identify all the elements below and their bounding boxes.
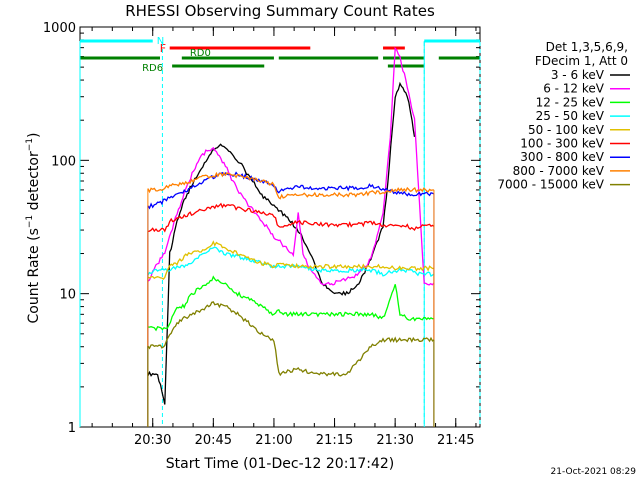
y-axis-label-mid: detector (26, 151, 42, 215)
legend-header-line-1: Det 1,3,5,6,9, (546, 40, 628, 54)
series-line (147, 275, 434, 332)
series-line (147, 81, 416, 405)
legend-label: 12 - 25 keV (536, 95, 605, 109)
legend-label: 6 - 12 keV (543, 82, 605, 96)
y-axis-label-sup-2: −1 (25, 138, 35, 151)
y-tick-label: 1 (68, 421, 76, 436)
y-tick-label: 10 (59, 288, 76, 303)
legend-header-line-2: FDecim 1, Att 0 (535, 54, 628, 68)
x-axis-label: Start Time (01-Dec-12 20:17:42) (166, 456, 394, 472)
series-line (147, 246, 435, 277)
legend-label: 300 - 800 keV (520, 150, 604, 164)
x-axis-ticks: 20:30 20:45 21:00 21:15 21:30 21:45 (91, 27, 477, 448)
flag-label: RD6 (142, 63, 163, 74)
chart-title: RHESSI Observing Summary Count Rates (125, 2, 435, 20)
x-tick-label: 21:45 (437, 433, 474, 448)
night-boundary-lines (79, 41, 481, 427)
timestamp: 21-Oct-2021 08:29 (551, 467, 637, 477)
series-line (147, 46, 435, 286)
legend-label: 800 - 7000 keV (513, 164, 605, 178)
x-tick-label: 21:00 (255, 433, 292, 448)
series-layer (147, 46, 435, 427)
x-tick-label: 20:45 (195, 433, 232, 448)
legend-label: 25 - 50 keV (536, 109, 605, 123)
legend: Det 1,3,5,6,9, FDecim 1, Att 0 3 - 6 keV… (497, 40, 630, 192)
flag-label: RD0 (190, 48, 211, 59)
y-tick-label: 1000 (43, 21, 76, 36)
x-tick-label: 21:30 (376, 433, 413, 448)
flag-bars: F RD0 RD6 N (80, 36, 480, 74)
series-line (147, 301, 435, 377)
flag-label: F (160, 42, 166, 55)
flag-label: N (157, 36, 164, 47)
series-line (147, 240, 434, 280)
y-axis-ticks: 1 10 100 1000 (43, 21, 480, 436)
y-tick-label: 100 (51, 154, 76, 169)
legend-label: 7000 - 15000 keV (497, 178, 604, 192)
legend-label: 100 - 300 keV (520, 137, 604, 151)
y-axis-label-main: Count Rate (s (26, 228, 42, 323)
x-tick-label: 21:15 (316, 433, 353, 448)
series-line (147, 171, 435, 210)
series-line (147, 171, 434, 200)
x-tick-label: 20:30 (134, 433, 171, 448)
y-axis-label-end: ) (26, 133, 42, 138)
legend-label: 50 - 100 keV (528, 123, 605, 137)
legend-label: 3 - 6 keV (551, 68, 605, 82)
series-line (147, 202, 435, 233)
y-axis-label: Count Rate (s−1 detector−1) (25, 133, 42, 324)
y-axis-label-sup-1: −1 (25, 215, 35, 228)
